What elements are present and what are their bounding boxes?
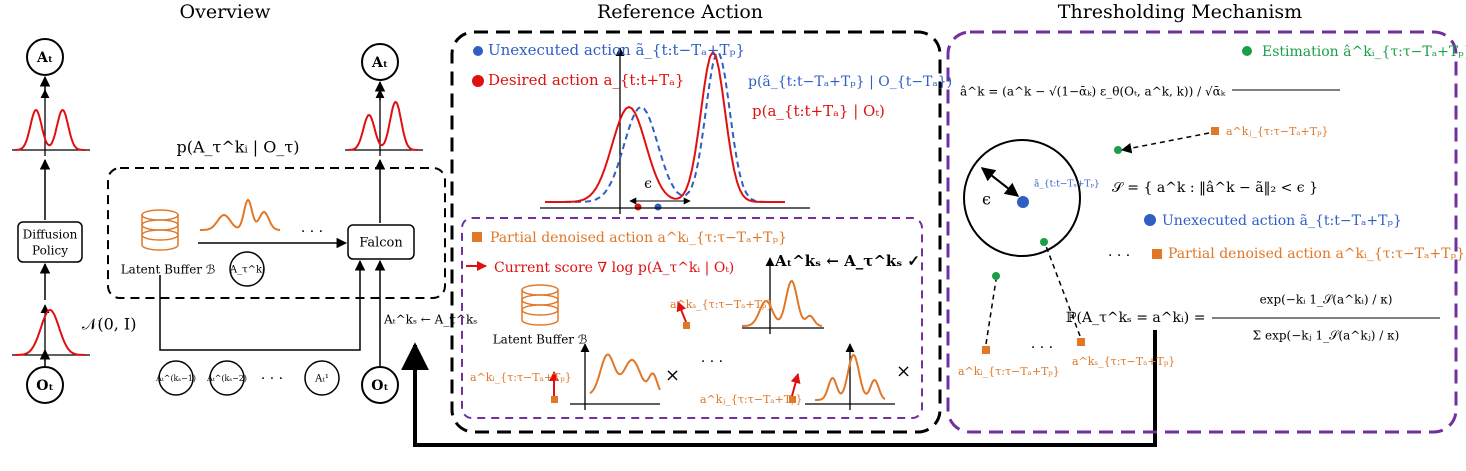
label: Current score ∇ log p(A_τ^kᵢ | Oₜ) — [494, 260, 734, 276]
node: Aₜ¹ — [314, 374, 329, 385]
curve — [521, 290, 559, 326]
label: p(A_τ^kᵢ | O_τ) — [177, 138, 300, 157]
label: a^kⱼ_{τ:τ−Tₐ+Tₚ} — [1226, 125, 1328, 138]
node: Oₜ — [36, 378, 53, 394]
curve — [141, 215, 179, 251]
curve — [521, 294, 559, 306]
label: Desired action a_{t:t+Tₐ} — [488, 71, 684, 89]
node: Oₜ — [371, 378, 388, 394]
title: Reference Action — [597, 1, 763, 23]
curve — [815, 353, 886, 401]
label: 𝒩(0, I) — [82, 315, 136, 334]
label: × — [665, 365, 680, 386]
label: ϵ — [982, 190, 991, 209]
label: Policy — [32, 244, 68, 258]
label: Unexecuted action ã_{t:t−Tₐ+Tₚ} — [1162, 213, 1402, 229]
label: Aₜ^kₛ ← A_τ^kₛ — [383, 313, 477, 327]
label: × — [896, 361, 911, 382]
label: Unexecuted action ã_{t:t−Tₐ+Tₚ} — [488, 41, 745, 59]
node: · · · — [261, 371, 283, 387]
curve — [141, 209, 179, 221]
curve — [545, 50, 785, 203]
curve — [589, 353, 661, 395]
label: a^kᵢ_{τ:τ−Tₐ+Tₚ} — [470, 371, 572, 384]
formula: â^k = (a^k − √(1−ᾱₖ) ε_θ(Oₜ, a^k, k)) / … — [960, 85, 1226, 99]
label: Estimation â^kᵢ_{τ:τ−Tₐ+Tₚ} — [1262, 44, 1466, 60]
formula: 𝒮 = { a^k : ‖â^k − ã‖₂ < ϵ } — [1112, 180, 1318, 196]
label: Latent Buffer ℬ — [493, 333, 588, 347]
label: a^kⱼ_{τ:τ−Tₐ+Tₚ} — [700, 393, 802, 406]
label: Falcon — [359, 236, 403, 251]
label: a^kᵢ_{τ:τ−Tₐ+Tₚ} — [958, 365, 1060, 378]
label: p(a_{t:t+Tₐ} | Oₜ) — [752, 102, 885, 120]
decorations — [12, 30, 1458, 447]
label: · · · — [701, 354, 723, 370]
label: Latent Buffer ℬ — [121, 263, 216, 277]
label: · · · — [301, 224, 323, 240]
curve — [14, 108, 85, 151]
curve — [200, 198, 280, 231]
curve — [521, 304, 559, 316]
formula: ℙ(A_τ^kₛ = a^kᵢ) = — [1066, 310, 1205, 326]
curve — [742, 280, 823, 327]
curve — [521, 284, 559, 296]
label: Partial denoised action a^kᵢ_{τ:τ−Tₐ+Tₚ} — [1168, 246, 1465, 262]
curve — [15, 308, 85, 356]
label: Aₜ^kₛ ← A_τ^kₛ ✓ — [774, 252, 920, 270]
label: a^kₛ_{τ:τ−Tₐ+Tₚ} — [1072, 355, 1175, 368]
label: Diffusion — [23, 228, 78, 242]
node: Aₜ — [371, 55, 388, 71]
curve — [141, 229, 179, 241]
title: Thresholding Mechanism — [1058, 1, 1302, 23]
curve — [347, 101, 418, 151]
node: A_τ^kᵢ — [229, 265, 264, 276]
formula: exp(−kᵢ 1_𝒮(a^kᵢ) / κ) — [1260, 293, 1393, 307]
node: Aₜ^(kₛ−2) — [206, 374, 247, 383]
label: a^kₛ_{τ:τ−Tₐ+Tₚ} — [670, 298, 773, 311]
label: · · · — [1108, 248, 1130, 264]
label: Partial denoised action a^kᵢ_{τ:τ−Tₐ+Tₚ} — [490, 230, 787, 246]
label: · · · — [1031, 340, 1053, 356]
node: Aₜ^(kₛ−1) — [155, 374, 196, 383]
formula: Σ exp(−kⱼ 1_𝒮(a^kⱼ) / κ) — [1253, 329, 1400, 343]
label: ϵ — [644, 176, 652, 192]
label: p(ã_{t:t−Tₐ+Tₚ} | O_{t−Tₐ}) — [748, 74, 952, 90]
title: Overview — [180, 1, 272, 23]
curve — [545, 51, 785, 203]
curve — [141, 219, 179, 231]
node: Aₜ — [36, 50, 53, 66]
label: ã_{t:t−Tₐ+Tₚ} — [1034, 179, 1100, 190]
